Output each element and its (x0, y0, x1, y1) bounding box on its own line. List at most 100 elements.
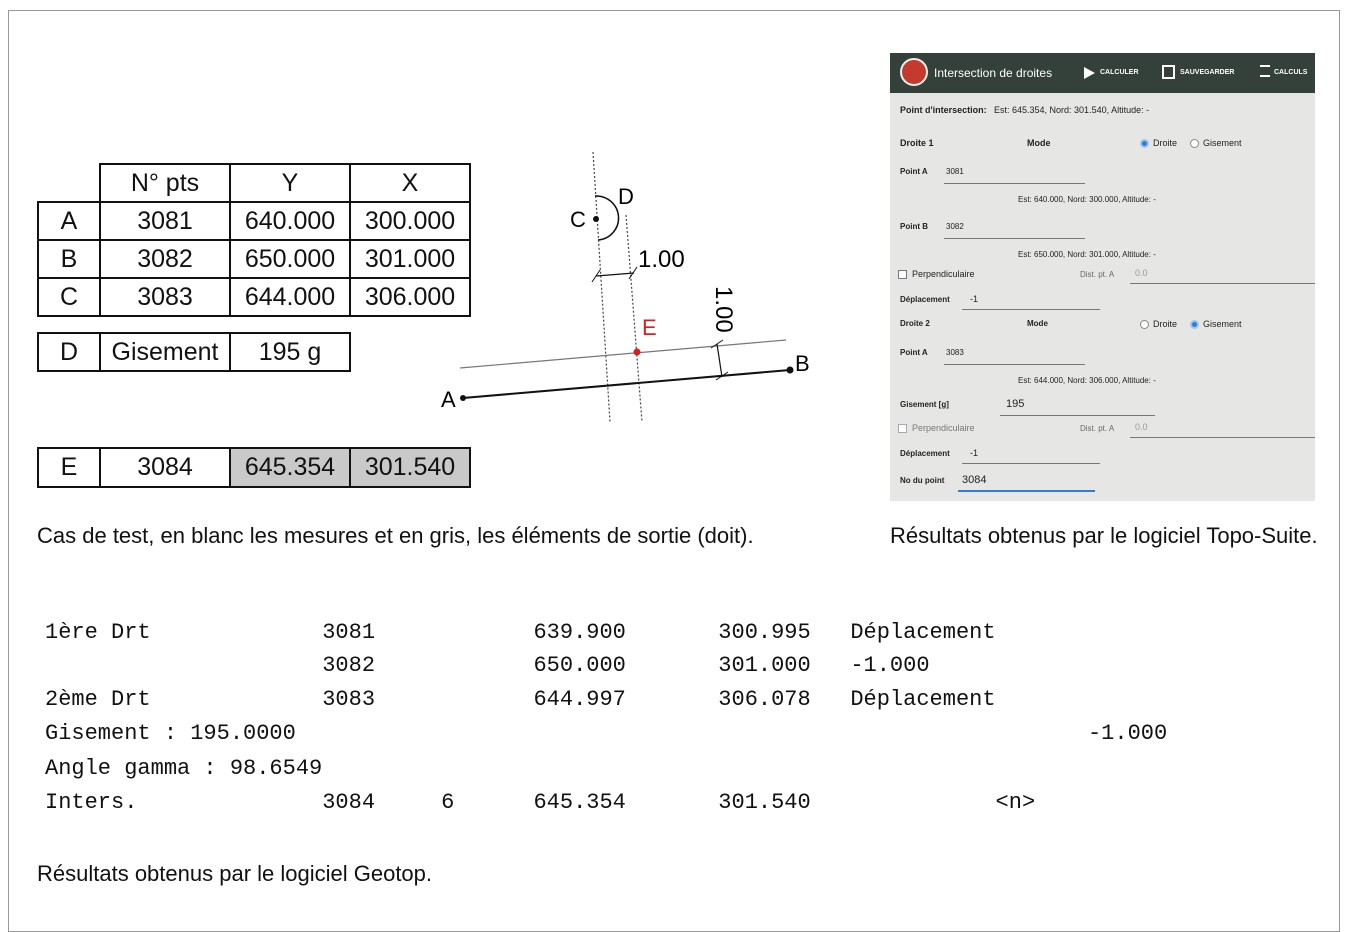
label: Dist. pt. A (1080, 424, 1114, 433)
checkbox[interactable] (898, 424, 907, 433)
cell: 650.000 (229, 239, 351, 279)
menu-icon (1260, 65, 1270, 77)
radio[interactable] (1190, 139, 1199, 148)
output-text: Gisement : 195.0000 (45, 721, 296, 746)
label: Point A (900, 348, 928, 357)
app-title: Intersection de droites (934, 66, 1052, 80)
offset-line-2 (460, 340, 786, 368)
input-line (1130, 283, 1315, 284)
cell: 3084 (99, 447, 231, 488)
input-line (944, 183, 1085, 184)
input[interactable]: 3082 (946, 222, 964, 231)
input-line (958, 490, 1095, 492)
output-text: 301.000 (718, 653, 810, 678)
output-text: Déplacement (850, 687, 995, 712)
input[interactable]: 3083 (946, 348, 964, 357)
output-text: Angle gamma : 98.6549 (45, 756, 322, 781)
cell: 640.000 (229, 201, 351, 241)
dimension-label: 1.00 (638, 246, 685, 273)
app-icon (900, 58, 928, 86)
input[interactable]: 3081 (946, 167, 964, 176)
option: Gisement (1203, 138, 1242, 148)
point-c (593, 216, 599, 222)
input[interactable]: -1 (970, 448, 978, 458)
caption: Cas de test, en blanc les mesures et en … (37, 520, 754, 552)
cell: 195 g (229, 332, 351, 372)
line-1 (593, 152, 610, 422)
label: Déplacement (900, 295, 950, 304)
result: Est: 645.354, Nord: 301.540, Altitude: - (994, 105, 1149, 115)
option: Droite (1153, 319, 1177, 329)
output-text: 300.995 (718, 620, 810, 645)
geotop-output: 1ère Drt 3081 639.900 300.995 Déplacemen… (45, 620, 1245, 830)
option: Droite (1153, 138, 1177, 148)
point-a (460, 395, 466, 401)
input[interactable]: -1 (970, 294, 978, 304)
cell: Gisement (99, 332, 231, 372)
input[interactable]: 3084 (962, 474, 986, 486)
cell: C (37, 277, 101, 317)
label: Perpendiculaire (912, 269, 975, 279)
output-cell: 645.354 (229, 447, 351, 488)
sketch: C D E A B 1.00 1.00 (430, 130, 830, 430)
cell: 3081 (99, 201, 231, 241)
output-text: Déplacement (850, 620, 995, 645)
input[interactable]: 0.0 (1135, 422, 1148, 432)
app-screenshot: Intersection de droites CALCULER SAUVEGA… (890, 53, 1315, 501)
input-line (1130, 437, 1315, 438)
header-cell: N° pts (99, 163, 231, 203)
checkbox[interactable] (898, 270, 907, 279)
output-text: 3084 (322, 790, 375, 815)
label: Gisement [g] (900, 400, 949, 409)
action-button[interactable]: SAUVEGARDER (1180, 69, 1234, 76)
input[interactable]: 0.0 (1135, 268, 1148, 278)
point-label: B (795, 351, 810, 376)
label: Mode (1027, 319, 1048, 328)
output-text: 306.078 (718, 687, 810, 712)
cell: 3082 (99, 239, 231, 279)
output-text: 301.540 (718, 790, 810, 815)
label: Mode (1027, 138, 1051, 148)
radio[interactable] (1190, 320, 1199, 329)
point-label: E (642, 315, 657, 340)
label: Point B (900, 222, 928, 231)
dimension-line (596, 273, 634, 276)
label: No du point (900, 476, 944, 485)
cell: B (37, 239, 101, 279)
point-b (787, 367, 794, 374)
output-text: -1.000 (1088, 721, 1167, 746)
info: Est: 650.000, Nord: 301.000, Altitude: - (1018, 250, 1156, 259)
radio[interactable] (1140, 320, 1149, 329)
cell: 3083 (99, 277, 231, 317)
point-label: C (570, 207, 586, 232)
output-text: 2ème Drt (45, 687, 151, 712)
input[interactable]: 195 (1006, 398, 1024, 410)
info: Est: 640.000, Nord: 300.000, Altitude: - (1018, 195, 1156, 204)
radio[interactable] (1140, 139, 1149, 148)
label: Point d'intersection: (900, 105, 987, 115)
output-cell: 301.540 (349, 447, 471, 488)
output-text: 639.900 (533, 620, 625, 645)
output-text: Inters. (45, 790, 137, 815)
point-e (634, 349, 641, 356)
output-text: <n> (996, 790, 1036, 815)
line-ab (463, 370, 790, 398)
label: Perpendiculaire (912, 423, 975, 433)
label: Droite 2 (900, 319, 930, 328)
output-text: 645.354 (533, 790, 625, 815)
cell: A (37, 201, 101, 241)
output-text: 3081 (322, 620, 375, 645)
cell: 644.000 (229, 277, 351, 317)
save-icon (1162, 65, 1175, 79)
point-label: A (441, 387, 456, 412)
input-line (944, 364, 1085, 365)
output-text: 650.000 (533, 653, 625, 678)
action-button[interactable]: CALCULER (1100, 69, 1139, 76)
dimension-line (717, 344, 722, 377)
action-button[interactable]: CALCULS (1274, 69, 1307, 76)
cell: E (37, 447, 101, 488)
output-text: 6 (441, 790, 454, 815)
label: Déplacement (900, 449, 950, 458)
label: Dist. pt. A (1080, 270, 1114, 279)
point-label: D (618, 184, 634, 209)
